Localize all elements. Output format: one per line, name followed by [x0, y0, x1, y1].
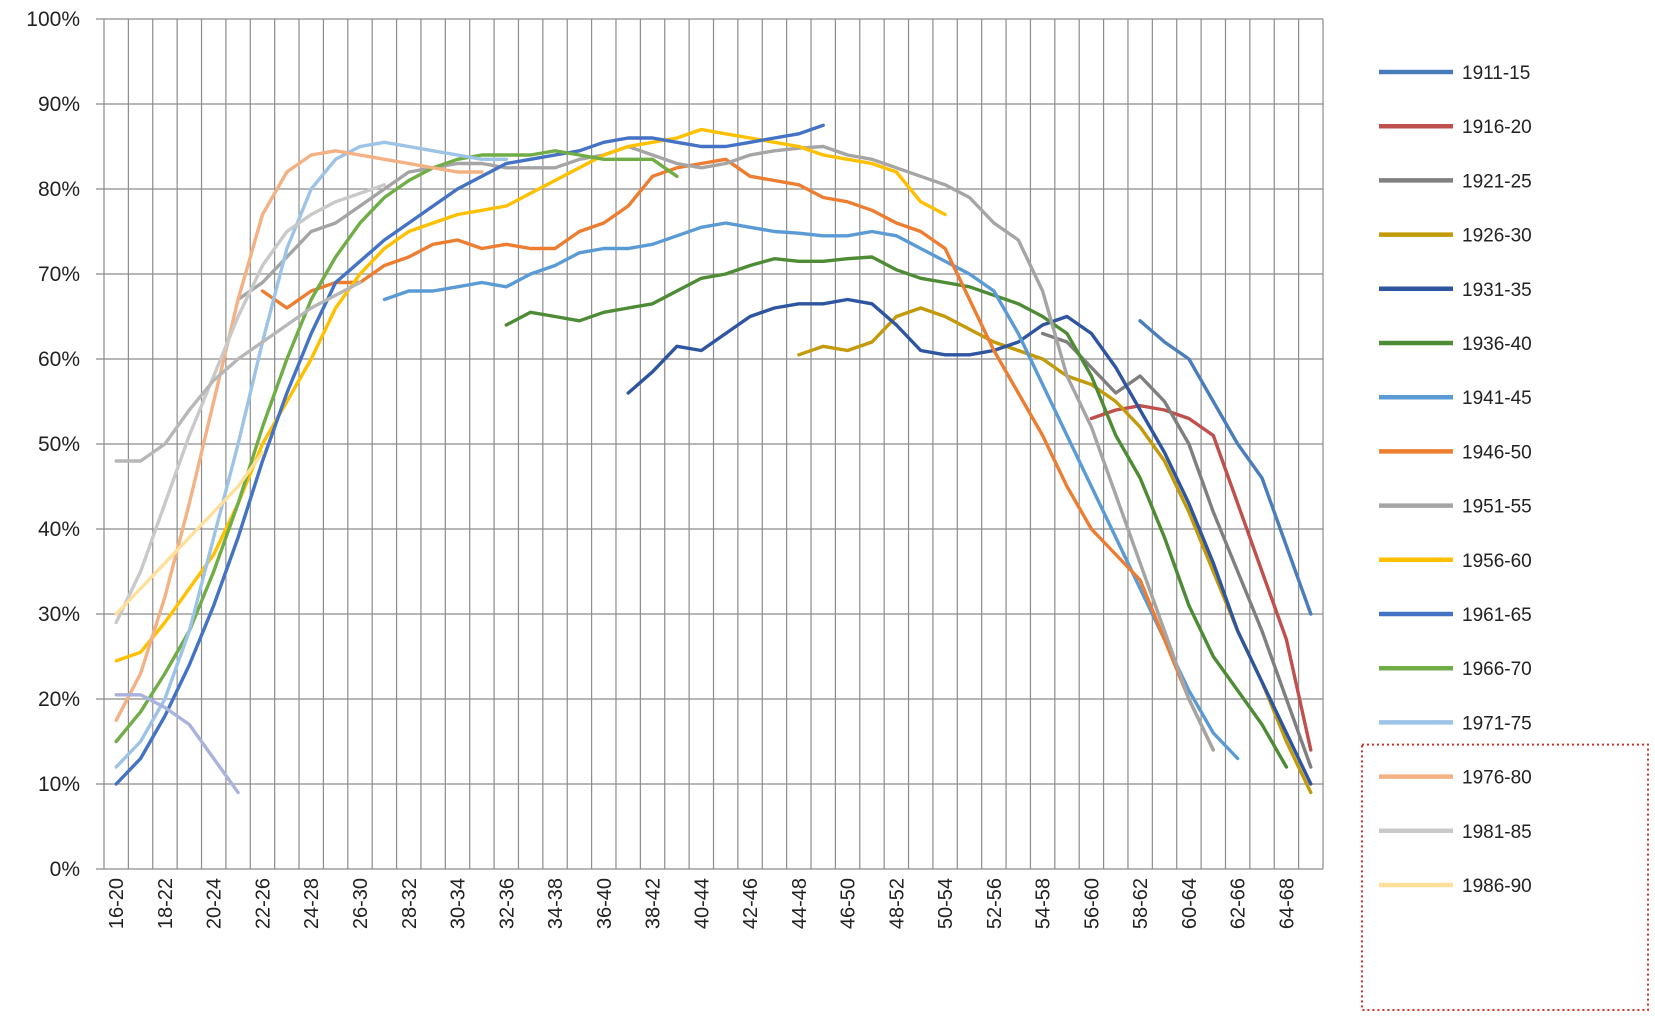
y-tick-label: 20% [38, 688, 80, 711]
x-tick-label: 42-46 [740, 878, 762, 929]
legend-label-1956-60: 1956-60 [1462, 551, 1532, 572]
x-tick-label: 60-64 [1179, 878, 1201, 929]
x-tick-label: 40-44 [691, 878, 713, 929]
x-tick-label: 58-62 [1130, 878, 1152, 929]
series-line-1956-60 [114, 127, 947, 663]
series-line-1946-50 [260, 157, 1215, 752]
legend-label-1911-15: 1911-15 [1462, 63, 1530, 84]
legend-label-1936-40: 1936-40 [1462, 334, 1532, 355]
legend-label-1926-30: 1926-30 [1462, 226, 1532, 247]
legend-label-1966-70: 1966-70 [1462, 659, 1532, 680]
x-tick-label: 50-54 [935, 878, 957, 929]
y-tick-label: 60% [38, 348, 80, 371]
x-tick-label: 18-22 [155, 878, 177, 929]
legend-label-1961-65: 1961-65 [1462, 605, 1532, 626]
series-line-1936-40 [504, 255, 1289, 769]
legend-selection-box [1361, 743, 1649, 1011]
legend-label-1931-35: 1931-35 [1462, 280, 1532, 301]
x-tick-label: 56-60 [1081, 878, 1103, 929]
y-tick-label: 10% [38, 773, 80, 796]
x-tick-label: 24-28 [301, 878, 323, 929]
x-axis-ticks: 16-20 18-22 20-24 22-26 24-28 26-30 28-32 30-34… [106, 878, 1298, 929]
x-tick-label: 54-58 [1033, 878, 1055, 929]
legend-label-1976-80: 1976-80 [1462, 768, 1532, 789]
x-tick-label: 20-24 [204, 878, 226, 929]
x-tick-label: 30-34 [448, 878, 470, 929]
x-tick-label: 22-26 [252, 878, 274, 929]
x-tick-label: 64-68 [1276, 878, 1298, 929]
x-tick-label: 48-52 [886, 878, 908, 929]
series-line-1961-65 [114, 123, 825, 786]
y-tick-label: 50% [38, 433, 80, 456]
y-axis-ticks: 0% 10% 20% 30% 40% 50% 60% 70% 80% 90% 100% [26, 8, 80, 881]
legend-label-1921-25: 1921-25 [1462, 171, 1532, 192]
series-line-1931-35 [626, 297, 1313, 786]
x-tick-label: 62-66 [1228, 878, 1250, 929]
series-line-1921-25 [1040, 331, 1313, 769]
series-line-1986-90 [114, 450, 265, 616]
series-line-1951-55 [236, 144, 1215, 752]
x-tick-label: 38-42 [643, 878, 665, 929]
y-tick-label: 100% [26, 8, 80, 31]
x-tick-label: 16-20 [106, 878, 128, 929]
y-tick-label: 40% [38, 518, 80, 541]
chart-series [114, 123, 1313, 795]
x-tick-label: 26-30 [350, 878, 372, 929]
x-tick-label: 46-50 [838, 878, 860, 929]
x-tick-label: 32-36 [496, 878, 518, 929]
series-line-1916-20 [1089, 404, 1313, 752]
series-line-unlabeled-16 [114, 693, 240, 795]
legend-label-1951-55: 1951-55 [1462, 497, 1532, 518]
series-line-1966-70 [114, 149, 679, 744]
x-tick-label: 36-40 [594, 878, 616, 929]
chart-grid [96, 18, 1324, 870]
series-line-1971-75 [114, 140, 508, 769]
legend-label-1946-50: 1946-50 [1462, 442, 1532, 463]
y-tick-label: 80% [38, 178, 80, 201]
series-line-unlabeled-17 [114, 280, 362, 463]
chart-legend: 1911-15 1916-20 1921-25 1926-30 1931-35 1936-… [1361, 63, 1649, 1011]
legend-label-1981-85: 1981-85 [1462, 822, 1532, 843]
y-tick-label: 30% [38, 603, 80, 626]
series-line-1981-85 [114, 183, 387, 625]
x-tick-label: 28-32 [399, 878, 421, 929]
series-line-1911-15 [1138, 319, 1313, 616]
legend-label-1916-20: 1916-20 [1462, 117, 1532, 138]
x-tick-label: 34-38 [545, 878, 567, 929]
legend-label-1971-75: 1971-75 [1462, 713, 1532, 734]
legend-label-1941-45: 1941-45 [1462, 388, 1532, 409]
y-tick-label: 0% [50, 858, 80, 881]
x-tick-label: 52-56 [984, 878, 1006, 929]
legend-label-1986-90: 1986-90 [1462, 876, 1532, 897]
y-tick-label: 90% [38, 93, 80, 116]
y-tick-label: 70% [38, 263, 80, 286]
series-line-1941-45 [382, 221, 1240, 761]
x-tick-label: 44-48 [789, 878, 811, 929]
